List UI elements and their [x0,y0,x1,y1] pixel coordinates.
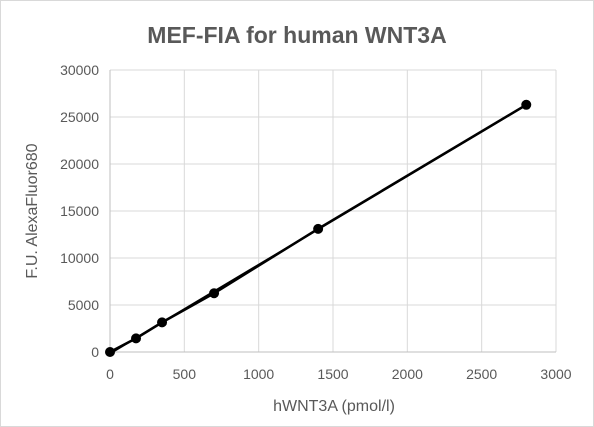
y-axis-title: F.U. AlexaFluor680 [24,143,41,278]
axes [109,70,556,353]
x-tick-label: 2000 [392,366,423,382]
data-point [521,99,532,110]
y-tick-label: 20000 [60,156,99,172]
y-tick-label: 30000 [60,62,99,78]
y-tick-label: 0 [91,344,99,360]
x-tick-label: 1500 [317,366,348,382]
data-point [313,223,324,234]
y-tick-label: 15000 [60,203,99,219]
data-point [157,317,168,328]
data-point [131,333,142,344]
y-tick-label: 5000 [68,297,99,313]
tick-labels: 0 5000 10000 15000 20000 25000 30000 0 500 1000 15… [60,62,572,382]
plot-area [105,99,532,357]
x-axis-title: hWNT3A (pmol/l) [273,398,395,415]
x-tick-label: 1000 [243,366,274,382]
data-point [209,288,220,299]
x-tick-label: 3000 [540,366,571,382]
x-tick-label: 0 [106,366,114,382]
x-tick-label: 2500 [466,366,497,382]
x-tick-label: 500 [173,366,197,382]
gridlines [110,69,557,352]
y-tick-label: 25000 [60,109,99,125]
data-point [105,347,115,357]
chart-title: MEF-FIA for human WNT3A [147,22,446,48]
y-tick-label: 10000 [60,250,99,266]
